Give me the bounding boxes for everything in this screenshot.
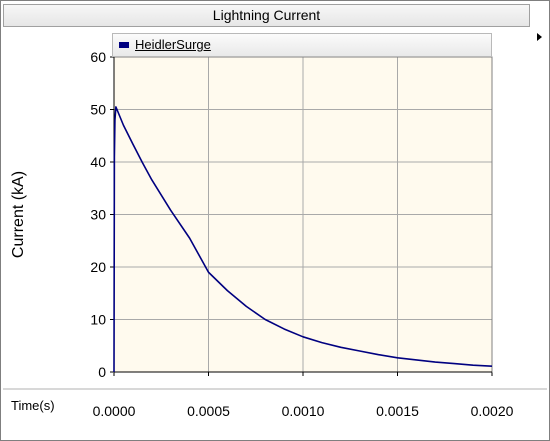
y-tick-label: 10 bbox=[90, 312, 106, 328]
series-line-heidlersurge bbox=[113, 106, 493, 373]
legend: HeidlerSurge bbox=[112, 33, 492, 57]
y-axis-label: Current (kA) bbox=[10, 171, 27, 258]
y-tick-label: 30 bbox=[90, 207, 106, 223]
legend-entry-heidlersurge[interactable]: HeidlerSurge bbox=[135, 37, 211, 52]
expand-arrow-icon[interactable] bbox=[537, 33, 542, 41]
y-tick-label: 40 bbox=[90, 154, 106, 170]
series-layer bbox=[113, 106, 493, 373]
y-tick-label: 20 bbox=[90, 259, 106, 275]
x-tick-label: 0.0000 bbox=[93, 403, 136, 419]
x-tick-label: 0.0010 bbox=[282, 403, 325, 419]
y-tick-label: 50 bbox=[90, 102, 106, 118]
grid-lines bbox=[113, 56, 493, 373]
x-tick-label: 0.0005 bbox=[187, 403, 230, 419]
x-tick-label: 0.0020 bbox=[471, 403, 514, 419]
tick-labels: 0 10 20 30 40 50 60 0.0000 0.0005 0.0010 0.0015 0.0… bbox=[90, 49, 513, 419]
y-tick-label: 60 bbox=[90, 49, 106, 65]
legend-swatch bbox=[119, 42, 129, 48]
y-tick-label: 0 bbox=[98, 364, 106, 380]
chart-title: Lightning Current bbox=[212, 7, 321, 23]
x-axis-label: Time(s) bbox=[11, 398, 55, 413]
x-tick-label: 0.0015 bbox=[376, 403, 419, 419]
chart-title-bar: Lightning Current bbox=[3, 4, 530, 27]
